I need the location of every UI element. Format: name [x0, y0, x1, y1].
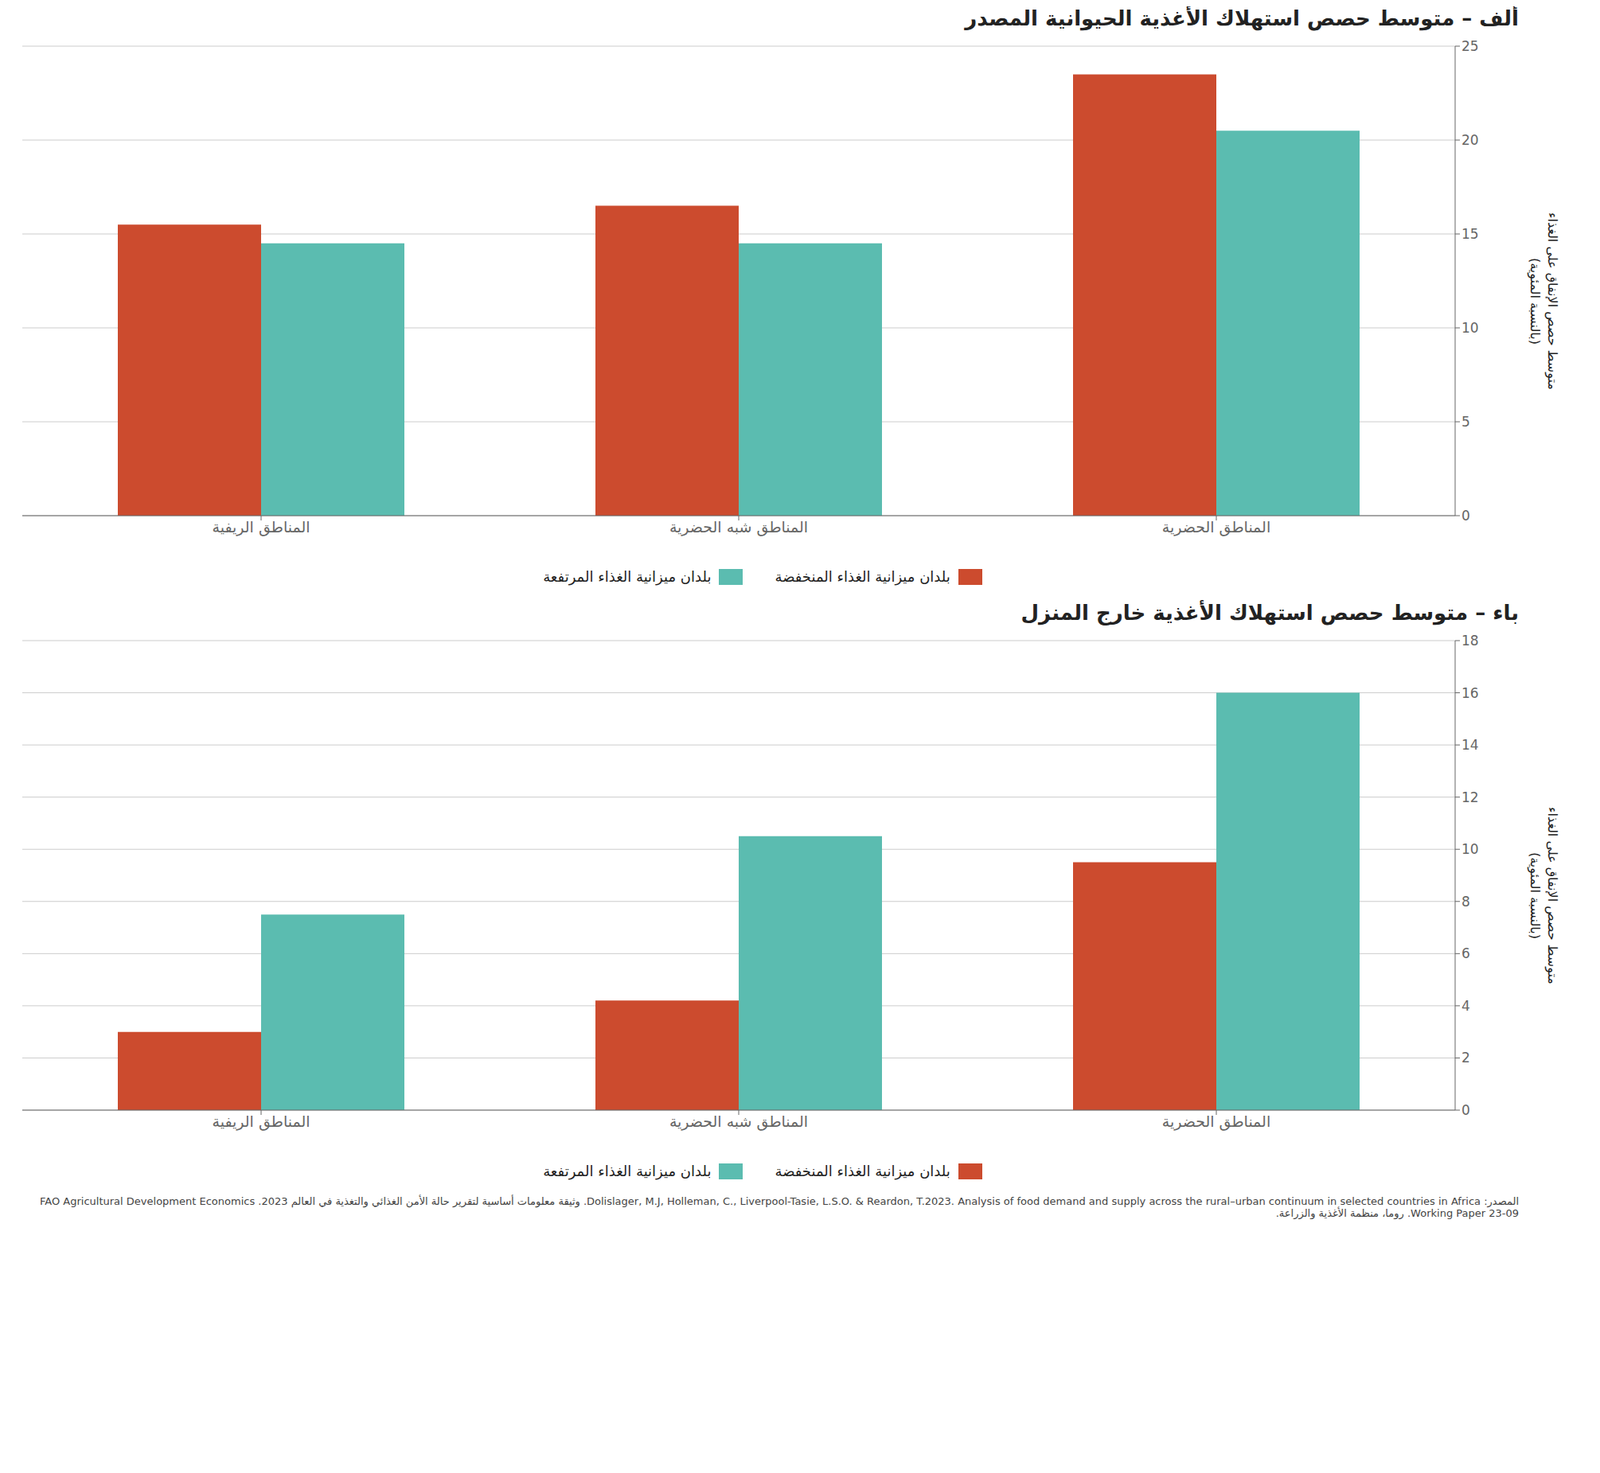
svg-text:20: 20: [1461, 132, 1480, 149]
html-text:المصدر: Dolislager, M.J, Holle: المصدر: Dolislager, M.J, Holleman, C., L…: [39, 1195, 1519, 1220]
svg-text:0: 0: [1461, 507, 1471, 524]
html-text:بلدان ميزانية الغذاء المنخفضة: بلدان ميزانية الغذاء المنخفضة: [774, 1162, 951, 1180]
svg-text:18: 18: [1461, 632, 1480, 649]
svg-text:12: 12: [1461, 789, 1480, 806]
html-text:بلدان ميزانية الغذاء المرتفعة: بلدان ميزانية الغذاء المرتفعة: [543, 1162, 712, 1180]
html-text:(بالنسبة المئوية): (بالنسبة المئوية): [1526, 852, 1542, 939]
svg-text:0: 0: [1461, 1102, 1471, 1119]
svg-text:16: 16: [1461, 685, 1480, 702]
svg-text:10: 10: [1461, 320, 1480, 336]
svg-text:14: 14: [1461, 737, 1480, 754]
svg-text:المناطق الحضرية: المناطق الحضرية: [1162, 1112, 1271, 1132]
svg-text:المناطق الحضرية: المناطق الحضرية: [1162, 518, 1271, 537]
html-text:باء – متوسط حصص استهلاك الأغذي: باء – متوسط حصص استهلاك الأغذية خارج الم…: [1020, 600, 1519, 625]
svg-text:المناطق الريفية: المناطق الريفية: [212, 518, 311, 537]
svg-text:8: 8: [1461, 893, 1471, 910]
svg-text:10: 10: [1461, 841, 1480, 858]
svg-text:15: 15: [1461, 226, 1480, 242]
svg-text:2: 2: [1461, 1049, 1471, 1066]
svg-text:25: 25: [1461, 38, 1480, 55]
svg-text:المناطق شبه الحضرية: المناطق شبه الحضرية: [669, 1112, 808, 1132]
html-text:متوسط حصص الإنفاق على الغذاء: متوسط حصص الإنفاق على الغذاء: [1544, 212, 1560, 390]
svg-text:المناطق الريفية: المناطق الريفية: [212, 1112, 311, 1132]
svg-text:4: 4: [1461, 998, 1471, 1015]
svg-text:المناطق شبه الحضرية: المناطق شبه الحضرية: [669, 518, 808, 537]
html-text:بلدان ميزانية الغذاء المرتفعة: بلدان ميزانية الغذاء المرتفعة: [543, 568, 712, 586]
html-text:متوسط حصص الإنفاق على الغذاء: متوسط حصص الإنفاق على الغذاء: [1544, 806, 1560, 985]
svg-text:6: 6: [1461, 945, 1471, 962]
html-text:(بالنسبة المئوية): (بالنسبة المئوية): [1526, 257, 1542, 345]
html-text:أﻟﻒ – متوسط حصص استهلاك الأغذي: أﻟﻒ – متوسط حصص استهلاك الأغذية الحيواني…: [964, 6, 1519, 31]
svg-text:5: 5: [1461, 413, 1471, 430]
html-text:بلدان ميزانية الغذاء المنخفضة: بلدان ميزانية الغذاء المنخفضة: [774, 568, 951, 586]
